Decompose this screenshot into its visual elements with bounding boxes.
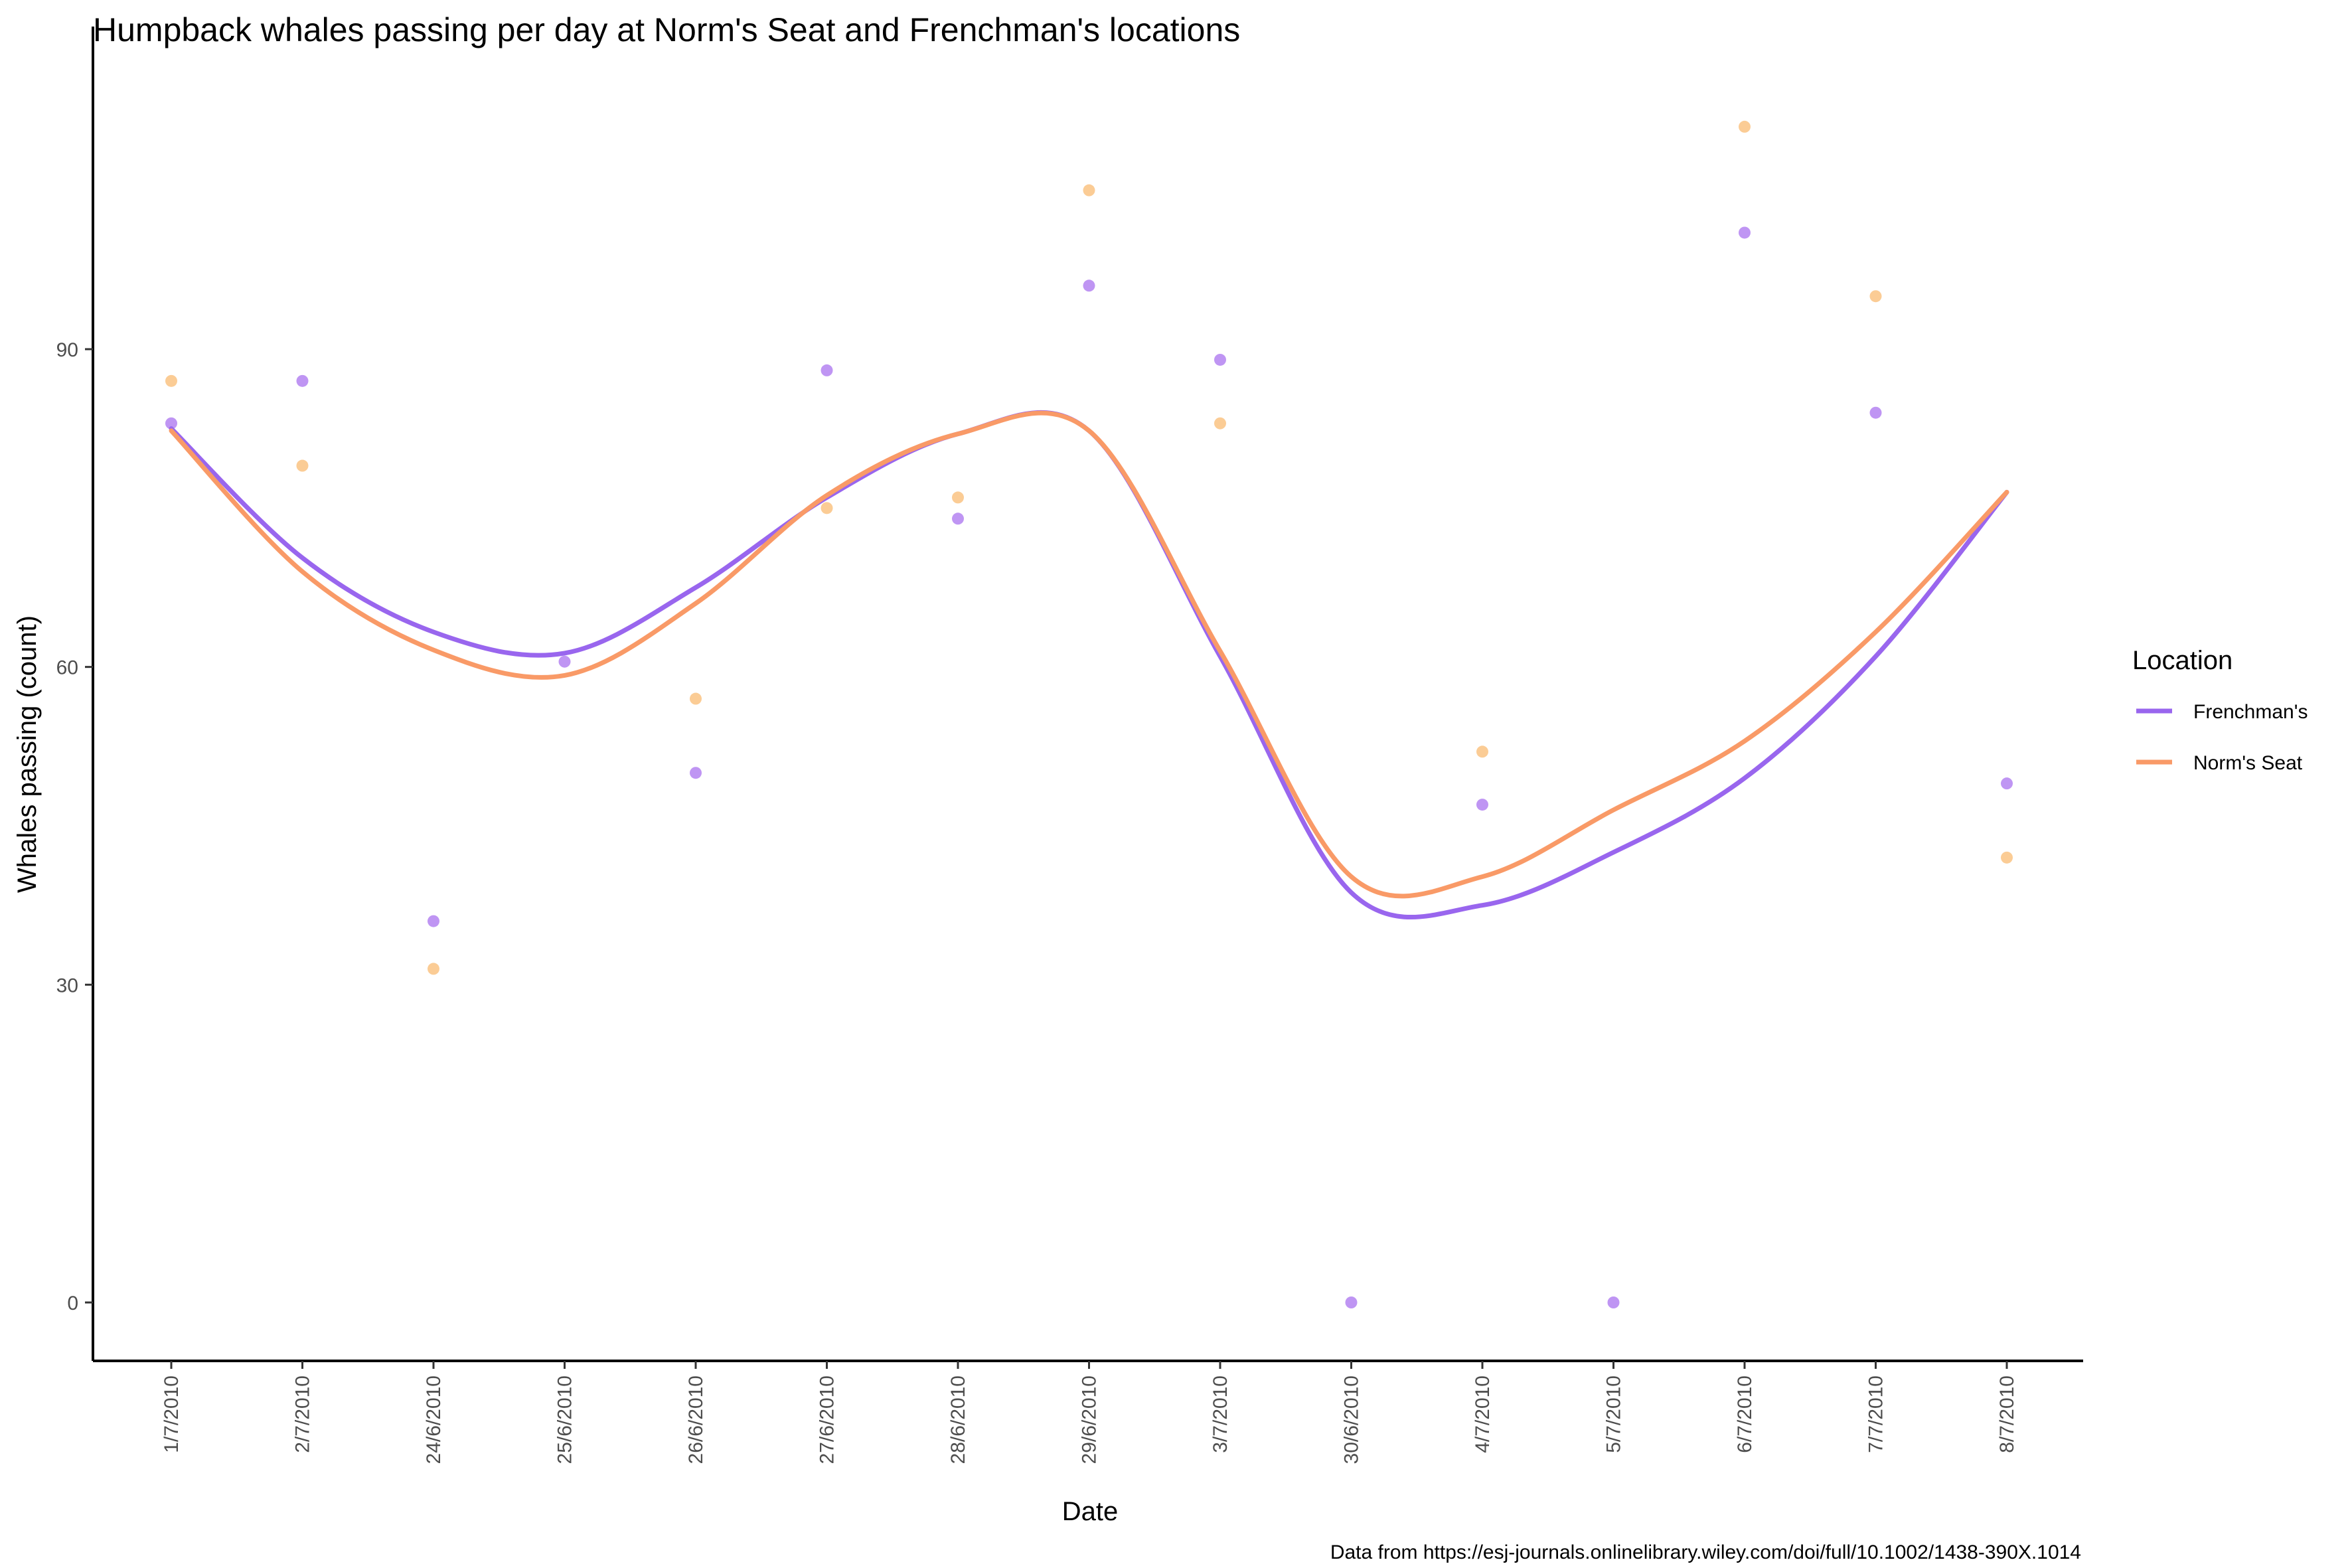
data-point-norm-s-seat xyxy=(1214,417,1226,430)
data-point-norm-s-seat xyxy=(296,459,309,472)
x-tick-label: 27/6/2010 xyxy=(817,1375,838,1464)
axes: 0 30 60 90 1/7/2010 2/7/2010 24/6/2010 25/6/201… xyxy=(56,27,2083,1464)
data-point-norm-s-seat xyxy=(165,374,177,387)
data-point-frenchman-s xyxy=(296,374,309,387)
data-point-frenchman-s xyxy=(558,655,571,668)
x-tick-label: 3/7/2010 xyxy=(1210,1375,1231,1453)
y-tick-label: 0 xyxy=(67,1293,78,1314)
chart-caption: Data from https://esj-journals.onlinelib… xyxy=(1330,1541,2081,1563)
data-point-frenchman-s xyxy=(1083,279,1095,292)
data-point-frenchman-s xyxy=(821,364,833,376)
data-point-frenchman-s xyxy=(2001,777,2013,790)
legend: Location Frenchman's Norm's Seat xyxy=(2132,646,2308,774)
data-point-frenchman-s xyxy=(1345,1296,1358,1308)
data-point-frenchman-s xyxy=(428,915,439,927)
x-tick-label: 2/7/2010 xyxy=(292,1375,314,1453)
legend-label-norm-s-seat: Norm's Seat xyxy=(2193,752,2303,774)
chart-title: Humpback whales passing per day at Norm'… xyxy=(93,11,1240,48)
data-point-frenchman-s xyxy=(952,512,964,525)
data-point-frenchman-s xyxy=(1739,226,1751,239)
data-point-frenchman-s xyxy=(690,767,702,779)
data-point-norm-s-seat xyxy=(1476,745,1488,758)
data-point-norm-s-seat xyxy=(428,963,439,975)
data-point-frenchman-s xyxy=(165,417,177,430)
x-tick-label: 28/6/2010 xyxy=(947,1375,969,1464)
x-tick-label: 5/7/2010 xyxy=(1603,1375,1625,1453)
y-axis-title: Whales passing (count) xyxy=(13,615,42,893)
data-point-frenchman-s xyxy=(1476,799,1488,811)
data-point-frenchman-s xyxy=(1214,353,1226,366)
legend-label-frenchman-s: Frenchman's xyxy=(2193,701,2308,723)
smooth-line-frenchman-s xyxy=(169,410,2009,920)
x-tick-label: 8/7/2010 xyxy=(1996,1375,2018,1453)
data-point-frenchman-s xyxy=(1869,406,1882,419)
data-point-norm-s-seat xyxy=(690,692,702,705)
x-tick-label: 30/6/2010 xyxy=(1341,1375,1363,1464)
x-tick-label: 29/6/2010 xyxy=(1079,1375,1101,1464)
data-points xyxy=(165,120,2013,1308)
data-point-norm-s-seat xyxy=(1083,184,1095,196)
x-tick-label: 6/7/2010 xyxy=(1734,1375,1756,1453)
x-tick-label: 1/7/2010 xyxy=(161,1375,183,1453)
smooth-line-norm-s-seat xyxy=(169,410,2009,899)
x-tick-label: 24/6/2010 xyxy=(423,1375,445,1464)
y-tick-label: 30 xyxy=(56,975,78,996)
data-point-norm-s-seat xyxy=(952,491,964,504)
data-point-frenchman-s xyxy=(1607,1296,1620,1308)
x-axis-title: Date xyxy=(1062,1497,1119,1526)
smooth-lines xyxy=(169,410,2009,920)
y-tick-label: 60 xyxy=(56,657,78,679)
x-tick-label: 4/7/2010 xyxy=(1472,1375,1494,1453)
data-point-norm-s-seat xyxy=(1739,120,1751,133)
legend-title: Location xyxy=(2132,646,2233,675)
x-tick-label: 26/6/2010 xyxy=(685,1375,707,1464)
x-tick-label: 7/7/2010 xyxy=(1865,1375,1887,1453)
data-point-norm-s-seat xyxy=(821,502,833,514)
data-point-norm-s-seat xyxy=(1869,290,1882,303)
x-tick-label: 25/6/2010 xyxy=(554,1375,576,1464)
y-tick-label: 90 xyxy=(56,339,78,361)
data-point-norm-s-seat xyxy=(2001,851,2013,864)
